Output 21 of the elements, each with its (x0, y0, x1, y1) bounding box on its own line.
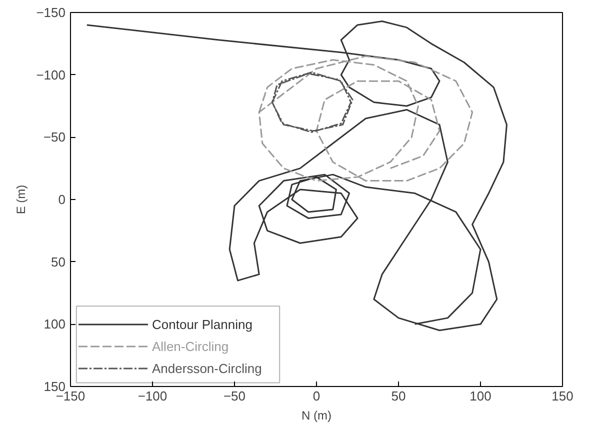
x-axis-title: N (m) (302, 408, 332, 422)
text: Contour Planning (152, 316, 252, 332)
y-tick-label: −50 (43, 130, 66, 145)
y-tick-label: 100 (44, 316, 66, 332)
y-tick-label: 0 (58, 192, 66, 207)
x-tick-label: −50 (223, 388, 246, 404)
x-tick-label: 150 (552, 388, 574, 404)
x-tick-label: 50 (391, 388, 406, 404)
text: Andersson-Circling (152, 360, 262, 376)
x-tick-label: 100 (470, 388, 492, 404)
y-tick-label: −150 (36, 5, 66, 20)
y-tick-label: 50 (51, 254, 66, 270)
x-tick-label: −100 (138, 388, 168, 404)
line-series (86, 20, 508, 332)
y-tick-label: −100 (36, 67, 66, 82)
x-tick-label: 0 (312, 388, 320, 404)
y-tick-label: 150 (44, 379, 66, 394)
line-series (258, 55, 474, 182)
text: Allen-Circling (152, 338, 229, 354)
y-axis-title: E (m) (14, 184, 28, 214)
line-series (271, 72, 354, 133)
